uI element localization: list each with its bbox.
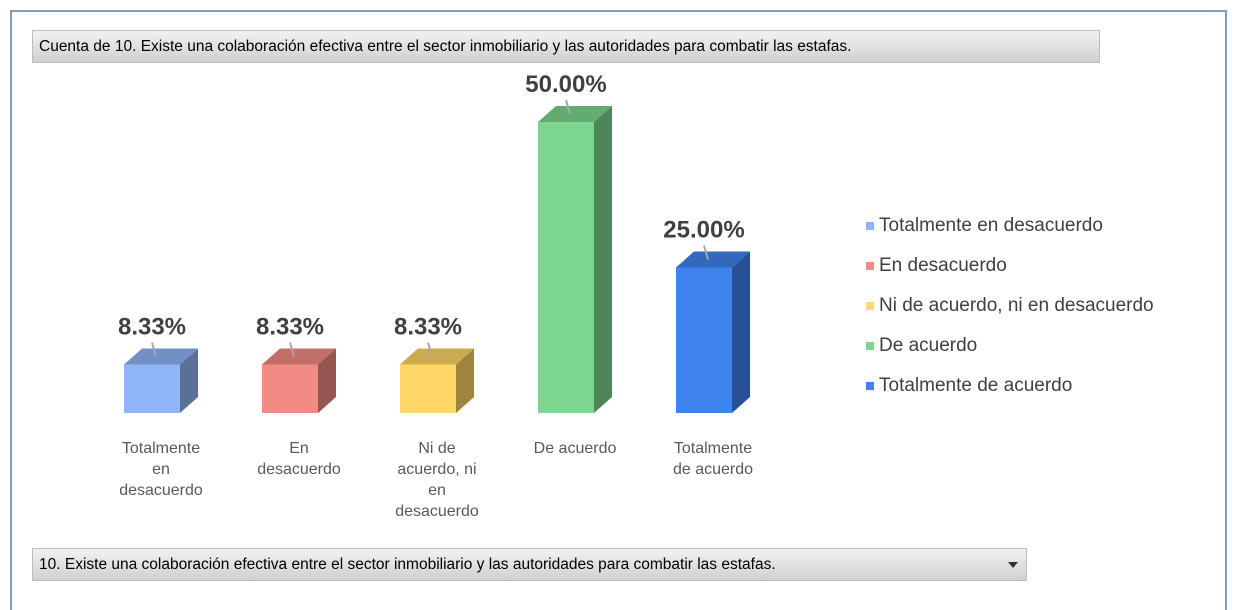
bar [538, 122, 594, 413]
filter-field-button[interactable]: 10. Existe una colaboración efectiva ent… [32, 548, 1027, 581]
value-field-button[interactable]: Cuenta de 10. Existe una colaboración ef… [32, 30, 1100, 63]
x-tick-label: Totalmente de acuerdo [672, 440, 754, 478]
bar-top [538, 106, 612, 122]
leader-line [427, 342, 433, 357]
chart-frame [10, 10, 1227, 610]
legend-swatch [866, 342, 874, 350]
data-label: 50.00% [525, 71, 606, 98]
bar [400, 364, 456, 413]
data-label: 25.00% [663, 217, 744, 244]
data-label: 8.33% [118, 314, 186, 341]
data-label: 8.33% [256, 314, 324, 341]
dropdown-arrow[interactable] [1008, 562, 1018, 568]
bar [676, 267, 732, 413]
bar-side [594, 106, 612, 413]
x-tick-label: De acuerdo [533, 440, 617, 457]
filter-field-text: 10. Existe una colaboración efectiva ent… [39, 556, 776, 573]
leader-line [289, 342, 295, 357]
legend-entry: Totalmente de acuerdo [879, 375, 1072, 396]
bar-top [676, 251, 750, 268]
legend-entry: Ni de acuerdo, ni en desacuerdo [879, 295, 1154, 316]
bar [124, 364, 180, 413]
legend-entry: De acuerdo [879, 335, 977, 356]
legend-entry: En desacuerdo [879, 255, 1007, 276]
bar-side [456, 348, 474, 413]
bar-side [732, 251, 750, 413]
legend-swatch [866, 222, 874, 230]
leader-line [151, 342, 157, 357]
bar-side [318, 348, 336, 413]
legend-entry: Totalmente en desacuerdo [879, 215, 1103, 236]
leader-line [565, 99, 571, 115]
chart: 8.33% 8.33% 8.33% 50.00% 25.00% Totalmente en… [118, 71, 1154, 413]
bar [262, 364, 318, 413]
x-tick-label: Totalmente en desacuerdo [119, 440, 203, 499]
bar-top [124, 348, 198, 365]
page: Cuenta de 10. Existe una colaboración ef… [10, 10, 1227, 610]
legend-swatch [866, 382, 874, 390]
legend-swatch [866, 262, 874, 270]
x-tick-label: Ni de acuerdo, ni en desacuerdo [395, 440, 479, 520]
leader-line [703, 245, 709, 260]
x-tick-label: En desacuerdo [257, 440, 341, 478]
data-label: 8.33% [394, 314, 462, 341]
bar-top [262, 348, 336, 365]
legend-swatch [866, 302, 874, 310]
bar-side [180, 348, 198, 413]
bar-top [400, 348, 474, 365]
